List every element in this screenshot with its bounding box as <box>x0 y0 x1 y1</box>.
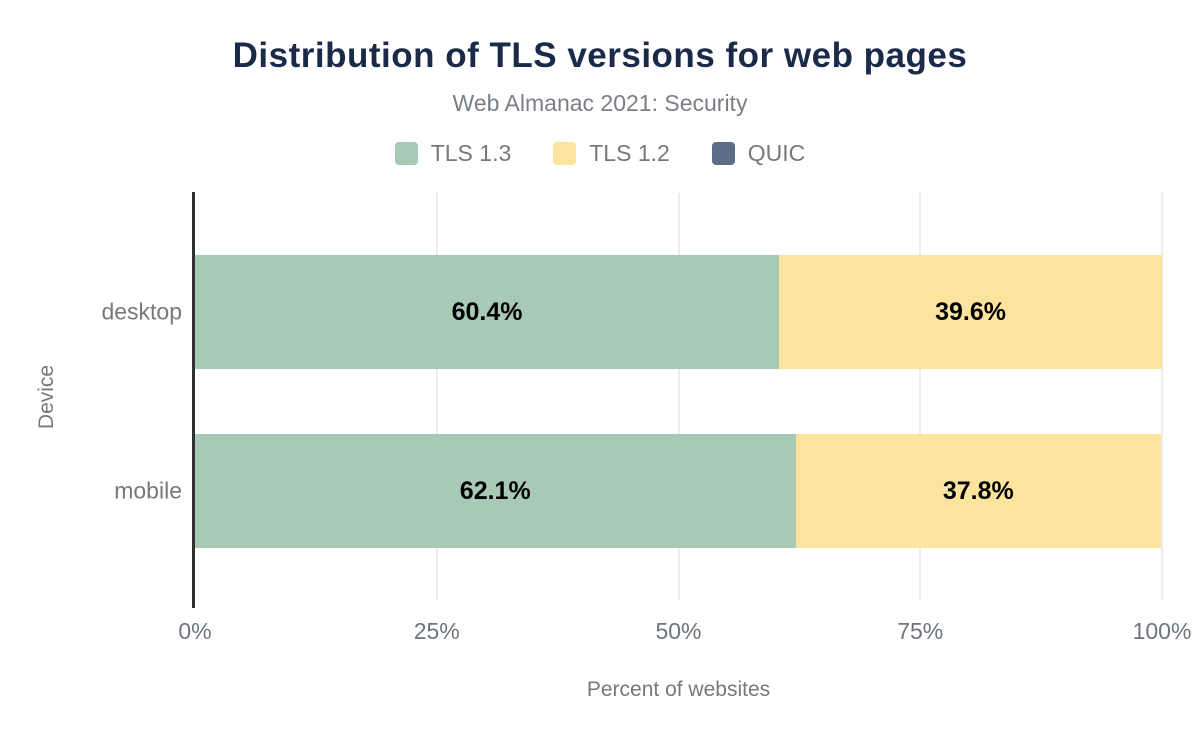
bar-segment-desktop-tls-1-3[interactable]: 60.4% <box>195 255 780 369</box>
category-label-desktop: desktop <box>101 298 182 325</box>
bar-segment-mobile-tls-1-2[interactable]: 37.8% <box>795 434 1162 548</box>
legend-swatch-icon <box>394 142 418 165</box>
bar-segment-desktop-tls-1-2[interactable]: 39.6% <box>779 255 1162 369</box>
x-tick-label-0: 0% <box>178 618 212 644</box>
x-tick-label-50: 50% <box>655 618 702 644</box>
segment-value-label: 39.6% <box>935 297 1006 326</box>
legend: TLS 1.3 TLS 1.2 QUIC <box>0 140 1200 167</box>
legend-label: TLS 1.2 <box>589 140 670 166</box>
legend-swatch-icon <box>711 142 735 165</box>
bar-row-mobile: 62.1% 37.8% <box>195 434 1162 548</box>
bar-segment-mobile-tls-1-3[interactable]: 62.1% <box>195 434 796 548</box>
x-tick-label-100: 100% <box>1132 618 1192 644</box>
category-labels: desktop mobile <box>0 193 182 600</box>
y-axis-line <box>192 192 195 608</box>
legend-label: QUIC <box>747 140 806 166</box>
gridline <box>919 193 922 600</box>
segment-value-label: 62.1% <box>459 476 531 505</box>
x-tick-label-75: 75% <box>897 618 944 644</box>
x-axis-title: Percent of websites <box>586 678 771 701</box>
gridline <box>435 193 438 600</box>
legend-item-tls-1-2[interactable]: TLS 1.2 <box>553 140 670 167</box>
segment-value-label: 60.4% <box>451 297 523 326</box>
legend-item-quic[interactable]: QUIC <box>711 140 806 167</box>
x-tick-label-25: 25% <box>413 618 460 644</box>
category-label-mobile: mobile <box>114 477 182 504</box>
gridline <box>1161 193 1163 600</box>
chart-title: Distribution of TLS versions for web pag… <box>232 36 968 75</box>
gridline <box>677 193 680 600</box>
x-axis-ticks: 0% 25% 50% 75% 100% <box>178 618 1191 648</box>
legend-label: TLS 1.3 <box>430 140 512 166</box>
plot-area: 60.4% 39.6% 62.1% 37.8% <box>192 192 1163 608</box>
segment-value-label: 37.8% <box>942 476 1014 505</box>
legend-swatch-icon <box>553 142 577 165</box>
bar-row-desktop: 60.4% 39.6% <box>195 255 1162 369</box>
chart-subtitle: Web Almanac 2021: Security <box>452 90 748 116</box>
legend-item-tls-1-3[interactable]: TLS 1.3 <box>394 140 512 167</box>
